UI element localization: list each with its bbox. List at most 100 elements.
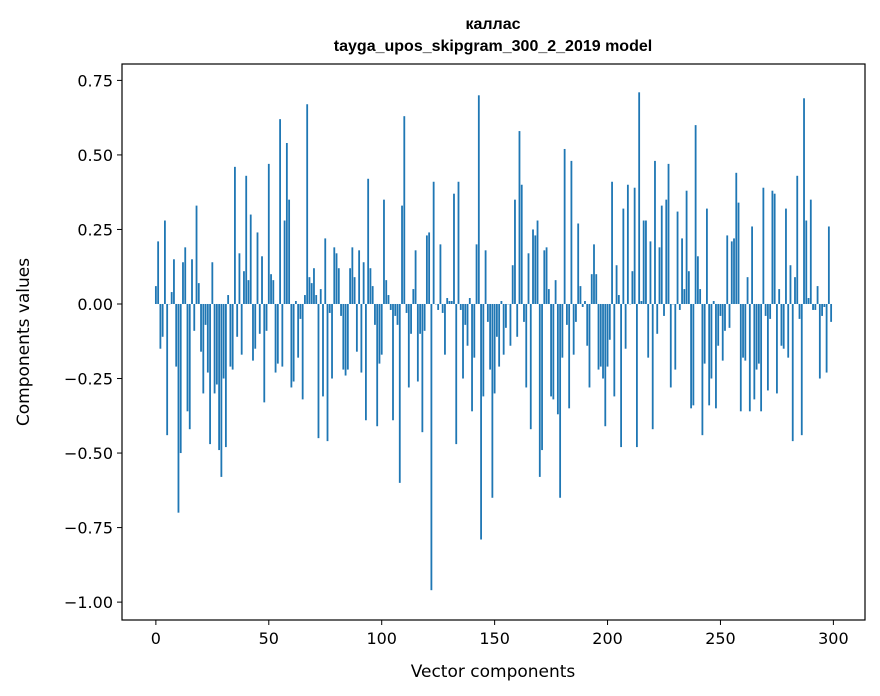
plot-frame	[121, 63, 866, 621]
bar-53	[274, 303, 277, 373]
bar-214	[638, 92, 641, 304]
bar-95	[369, 268, 372, 304]
bar-104	[389, 303, 392, 310]
bar-30	[222, 303, 225, 379]
bar-236	[687, 271, 690, 304]
bar-269	[762, 187, 765, 304]
bar-117	[419, 303, 422, 334]
chart-subtitle: tayga_upos_skipgram_300_2_2019 model	[334, 38, 652, 55]
bar-18	[195, 205, 198, 304]
bar-265	[753, 303, 756, 400]
bar-43	[252, 303, 254, 361]
bar-138	[466, 303, 469, 346]
bar-160	[516, 303, 519, 337]
bar-146	[484, 250, 487, 304]
bar-222	[656, 303, 659, 334]
bar-84	[344, 303, 347, 376]
bar-261	[744, 303, 747, 361]
bar-181	[563, 148, 566, 304]
bar-86	[349, 268, 351, 304]
bar-234	[683, 289, 686, 304]
x-tick-label: 0	[151, 629, 161, 648]
x-tick-label: 300	[818, 629, 849, 648]
bar-254	[728, 303, 731, 328]
bar-149	[491, 303, 494, 498]
x-tick-label: 200	[592, 629, 623, 648]
bar-228	[669, 303, 672, 388]
bar-21	[202, 303, 205, 394]
bar-40	[245, 175, 248, 304]
bar-205	[617, 295, 620, 304]
bar-89	[355, 303, 358, 352]
y-axis: 0.75 0.50 0.25 0.00 −0.25 −0.50 −0.75 −1.00	[64, 71, 122, 612]
bar-13	[184, 247, 187, 304]
bar-297	[825, 303, 828, 373]
bar-233	[681, 238, 683, 304]
bar-102	[385, 280, 388, 304]
bar-248	[715, 303, 717, 409]
bar-263	[748, 303, 751, 412]
bar-81	[337, 268, 340, 304]
bar-82	[340, 303, 342, 316]
bar-7	[170, 292, 173, 304]
bar-110	[403, 116, 406, 304]
bar-68	[308, 277, 311, 304]
bar-87	[351, 247, 354, 304]
bar-20	[200, 303, 202, 352]
bar-232	[678, 303, 681, 310]
bar-55	[279, 119, 281, 304]
bar-296	[823, 303, 826, 307]
bar-148	[489, 303, 492, 370]
bar-2	[159, 303, 162, 349]
bar-278	[782, 303, 785, 349]
bar-203	[613, 303, 616, 397]
bar-218	[647, 303, 650, 358]
bar-166	[529, 303, 532, 430]
bar-72	[317, 303, 320, 439]
bar-113	[410, 303, 412, 334]
bar-119	[423, 303, 426, 331]
bar-241	[699, 289, 702, 304]
bar-239	[694, 125, 697, 304]
bar-213	[636, 303, 638, 448]
bar-118	[421, 303, 424, 433]
bar-66	[304, 295, 306, 304]
bar-273	[771, 190, 774, 304]
bar-106	[394, 303, 397, 316]
bar-291	[812, 303, 814, 310]
bar-165	[527, 253, 530, 304]
bar-255	[730, 241, 733, 304]
bar-275	[776, 303, 778, 394]
bar-78	[331, 303, 333, 379]
bar-88	[353, 277, 356, 304]
bar-288	[805, 220, 808, 304]
bar-44	[254, 303, 257, 349]
y-tick-label: −0.50	[64, 444, 113, 463]
bar-63	[297, 303, 300, 358]
bar-252	[724, 303, 726, 331]
bar-274	[773, 193, 776, 304]
bar-12	[182, 262, 184, 304]
bar-207	[622, 208, 625, 304]
bar-284	[796, 175, 799, 304]
bar-23	[206, 303, 209, 373]
bar-155	[505, 303, 507, 328]
bar-286	[800, 303, 803, 436]
bar-36	[236, 303, 239, 337]
bar-276	[778, 289, 781, 304]
bar-125	[437, 303, 440, 310]
y-tick-label: 0.75	[77, 71, 113, 90]
bar-131	[450, 301, 453, 304]
bar-202	[611, 181, 613, 304]
bar-197	[599, 303, 602, 367]
bar-238	[692, 303, 695, 406]
bar-112	[407, 303, 410, 388]
bar-226	[665, 199, 668, 304]
bar-283	[794, 277, 796, 304]
bar-48	[263, 303, 266, 403]
bar-199	[604, 303, 607, 427]
bar-158	[511, 265, 514, 304]
bar-282	[791, 303, 794, 442]
bar-33	[229, 303, 232, 367]
bar-111	[405, 303, 408, 313]
